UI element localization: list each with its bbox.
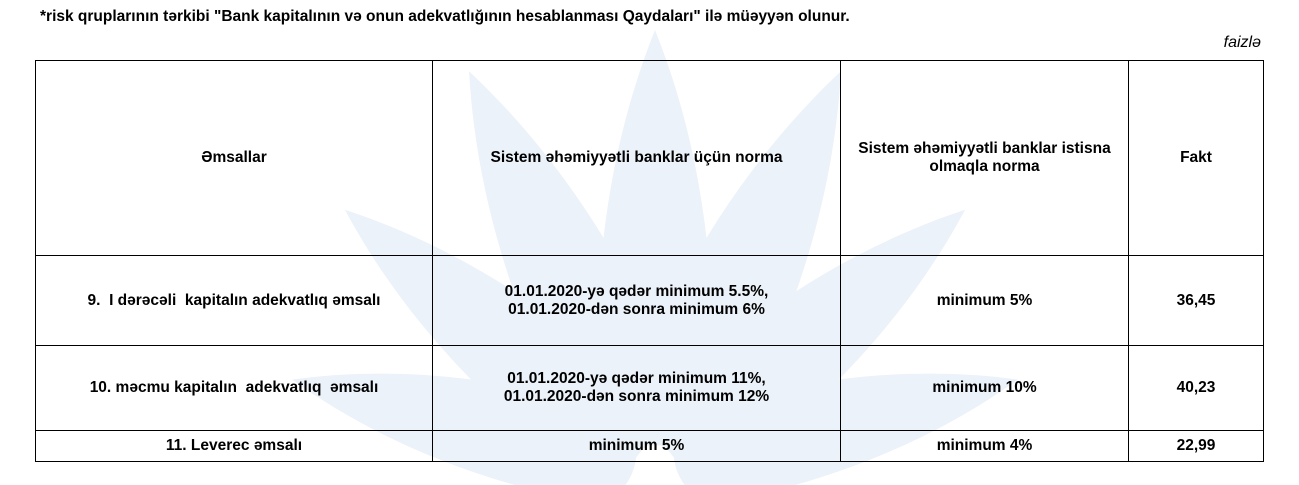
systemic-norm-cell: 01.01.2020-yə qədər minimum 5.5%, 01.01.… (432, 255, 841, 346)
systemic-norm-cell: minimum 5% (432, 430, 841, 462)
systemic-norm-cell: 01.01.2020-yə qədər minimum 11%, 01.01.2… (432, 345, 841, 431)
column-header-non-systemic-norm: Sistem əhəmiyyətli banklar istisna olmaq… (840, 60, 1129, 256)
table-row: 9. I dərəcəli kapitalın adekvatlıq əmsal… (35, 255, 1264, 346)
row-name-cell: 11. Leverec əmsalı (35, 430, 433, 462)
risk-groups-note: *risk qruplarının tərkibi "Bank kapitalı… (40, 8, 850, 25)
row-name-cell: 10. məcmu kapitalın adekvatlıq əmsalı (35, 345, 433, 431)
column-header-systemic-norm: Sistem əhəmiyyətli banklar üçün norma (432, 60, 841, 256)
non-systemic-norm-cell: minimum 4% (840, 430, 1129, 462)
fact-value-cell: 40,23 (1128, 345, 1264, 431)
table-row: 10. məcmu kapitalın adekvatlıq əmsalı 01… (35, 345, 1264, 431)
row-name-cell: 9. I dərəcəli kapitalın adekvatlıq əmsal… (35, 255, 433, 346)
table-row: 11. Leverec əmsalı minimum 5% minimum 4%… (35, 430, 1264, 462)
capital-adequacy-table: Əmsallar Sistem əhəmiyyətli banklar üçün… (35, 60, 1264, 462)
column-header-fact: Fakt (1128, 60, 1264, 256)
unit-label: faizlə (1223, 34, 1261, 51)
non-systemic-norm-cell: minimum 10% (840, 345, 1129, 431)
fact-value-cell: 22,99 (1128, 430, 1264, 462)
column-header-coefficients: Əmsallar (35, 60, 433, 256)
non-systemic-norm-cell: minimum 5% (840, 255, 1129, 346)
table-header-row: Əmsallar Sistem əhəmiyyətli banklar üçün… (35, 60, 1264, 256)
fact-value-cell: 36,45 (1128, 255, 1264, 346)
